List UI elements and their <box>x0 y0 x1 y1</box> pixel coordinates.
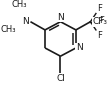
Text: CH₃: CH₃ <box>12 0 27 9</box>
Text: N: N <box>76 43 83 53</box>
Text: CF₃: CF₃ <box>92 17 107 26</box>
Text: Cl: Cl <box>56 74 65 83</box>
Text: F: F <box>97 31 102 40</box>
Text: CH₃: CH₃ <box>0 25 16 34</box>
Text: N: N <box>22 17 29 26</box>
Text: F: F <box>100 16 104 25</box>
Text: N: N <box>57 13 64 22</box>
Text: F: F <box>97 4 102 13</box>
